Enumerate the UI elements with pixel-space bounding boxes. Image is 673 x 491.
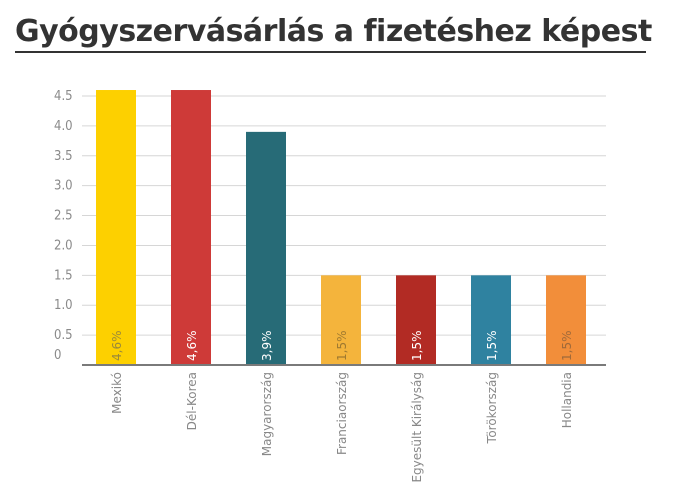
bar (546, 275, 586, 365)
data-label: 1,5% (485, 331, 499, 362)
bar (171, 90, 211, 366)
y-tick-label: 3.5 (54, 149, 73, 164)
data-label: 1,5% (410, 331, 424, 362)
bar (396, 275, 436, 365)
gridlines (82, 95, 606, 336)
category-label: Magyarország (260, 372, 274, 456)
bar (246, 131, 286, 365)
data-label: 4,6% (110, 331, 124, 362)
bar (96, 90, 136, 366)
data-label: 1,5% (560, 331, 574, 362)
y-axis-ticks: 0 0.5 1.0 1.5 2.0 2.5 3.0 3.5 4.0 4.5 (54, 89, 73, 363)
data-label: 4,6% (185, 331, 199, 362)
category-label: Franciaország (335, 372, 349, 455)
data-label: 3,9% (260, 331, 274, 362)
bar (321, 275, 361, 365)
chart-title: Gyógyszervásárlás a fizetéshez képest (15, 14, 652, 49)
data-label: 1,5% (335, 331, 349, 362)
category-label: Törökország (485, 372, 499, 444)
y-tick-label: 4.5 (54, 89, 73, 104)
category-label: Mexikó (110, 372, 124, 414)
bars: 4,6% 4,6% 3,9% 1,5% 1,5% 1,5% 1,5% (96, 90, 586, 366)
title-underline (15, 51, 646, 53)
y-tick-label: 0.5 (54, 328, 73, 343)
category-label: Hollandia (560, 372, 574, 428)
y-tick-label: 4.0 (54, 119, 73, 134)
y-tick-label: 2.5 (54, 209, 73, 224)
category-label: Dél-Korea (185, 372, 199, 430)
y-tick-label: 1.5 (54, 268, 73, 283)
x-axis-categories: Mexikó Dél-Korea Magyarország Franciaország… (110, 372, 574, 483)
y-tick-label: 2.0 (54, 238, 73, 253)
y-tick-label: 1.0 (54, 298, 73, 313)
y-tick-label: 0 (54, 348, 61, 363)
y-tick-label: 3.0 (54, 179, 73, 194)
bar (471, 275, 511, 365)
category-label: Egyesült Királyság (410, 372, 424, 483)
